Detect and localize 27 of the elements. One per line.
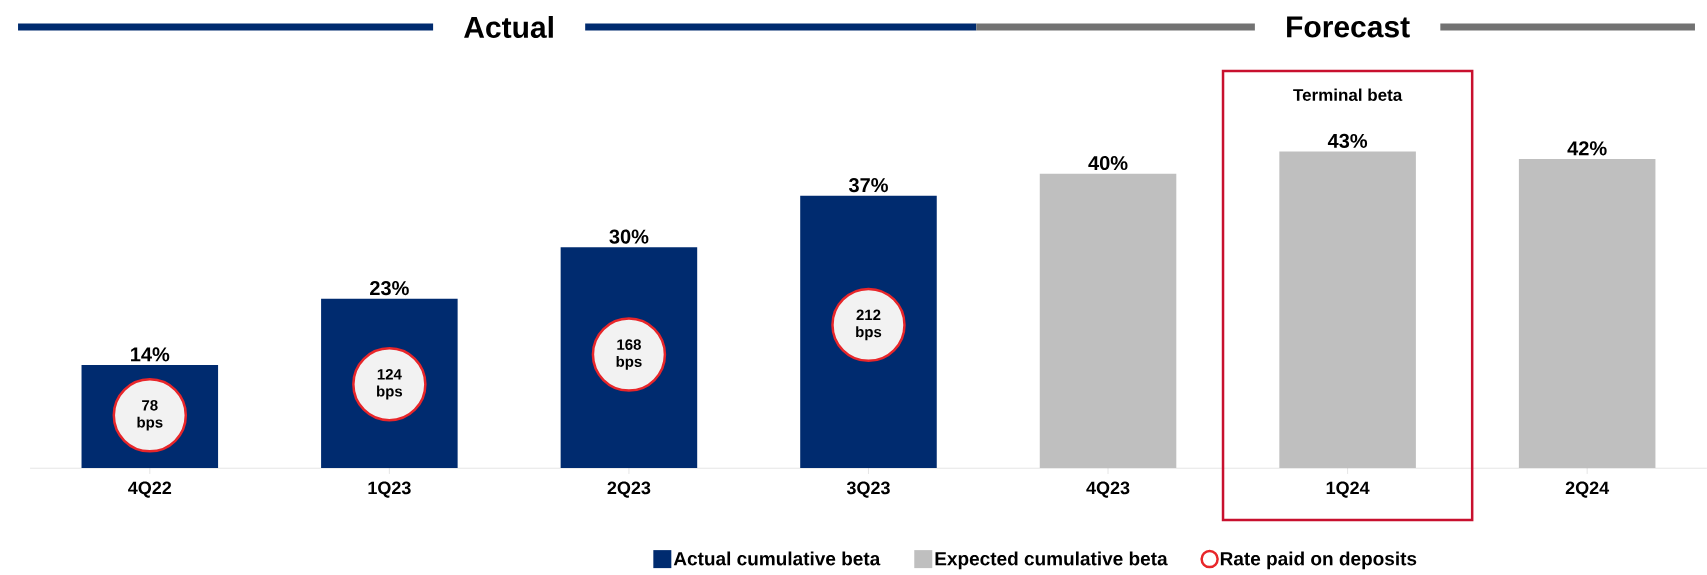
text: Actual (464, 15, 553, 39)
x-tick-label: 1Q24 (1326, 481, 1370, 498)
data-label: 37% (848, 178, 888, 193)
data-label: 23% (370, 281, 409, 296)
legend-label: Actual cumulative beta (673, 551, 881, 566)
x-tick-label: 4Q23 (1086, 481, 1130, 498)
data-label: 212 bps (856, 309, 882, 341)
x-tick-label: 2Q23 (607, 481, 651, 498)
bar (1518, 158, 1656, 468)
data-label: 40% (1088, 155, 1128, 171)
data-label: 14% (131, 347, 170, 362)
data-label: 78 bps (137, 400, 163, 431)
text: Terminal beta (1293, 88, 1403, 102)
legend-label: Rate paid on deposits (1220, 551, 1417, 570)
data-label: 30% (609, 229, 649, 244)
data-label: 42% (1567, 141, 1607, 156)
data-label: 43% (1327, 133, 1368, 149)
x-tick-label: 4Q22 (128, 481, 172, 498)
x-tick-label: 1Q23 (368, 481, 411, 498)
text: Forecast (1287, 16, 1410, 38)
x-tick-label: 2Q24 (1565, 481, 1610, 498)
data-label: 168 bps (616, 339, 642, 370)
x-tick-label: 3Q23 (846, 481, 890, 498)
bar (1279, 151, 1416, 468)
bar (1039, 173, 1177, 468)
legend-label: Expected cumulative beta (935, 551, 1168, 570)
data-label: 124 bps (377, 368, 403, 400)
